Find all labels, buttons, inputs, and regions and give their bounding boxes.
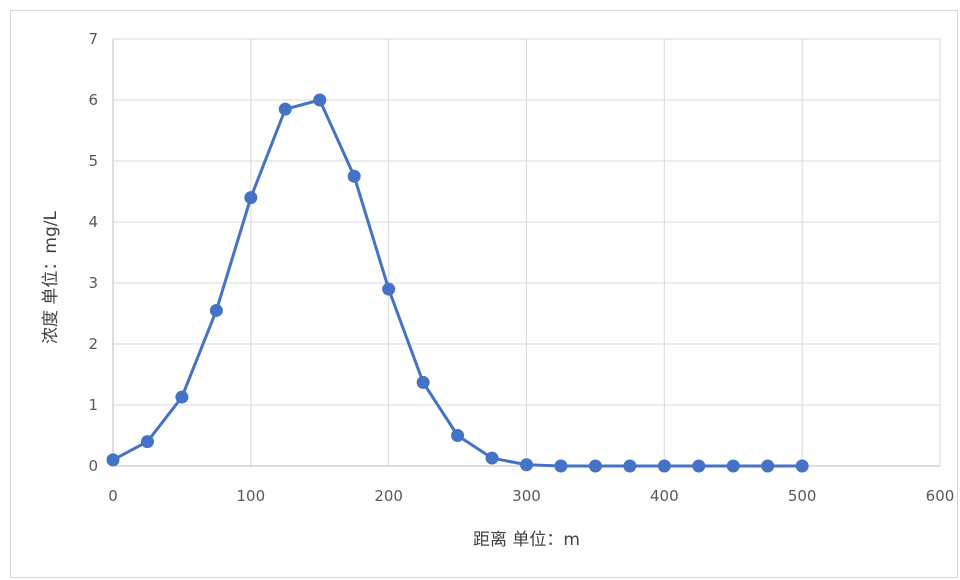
data-point-15	[623, 459, 637, 473]
data-point-11	[485, 451, 499, 465]
chart-frame	[10, 10, 958, 578]
y-tick-label-7: 7	[88, 30, 98, 48]
data-point-7	[347, 169, 361, 183]
data-point-9	[416, 375, 430, 389]
y-tick-label-1: 1	[88, 396, 98, 414]
x-tick-label-1: 100	[237, 487, 266, 505]
y-tick-labels: 0 1 2 3 4 5 6 7	[88, 30, 98, 475]
data-point-16	[657, 459, 671, 473]
y-tick-label-5: 5	[88, 152, 98, 170]
data-point-2	[175, 390, 189, 404]
data-point-5	[278, 102, 292, 116]
x-tick-label-3: 300	[512, 487, 541, 505]
data-point-13	[554, 459, 568, 473]
x-tick-label-4: 400	[650, 487, 679, 505]
data-point-1	[140, 435, 154, 449]
data-point-20	[795, 459, 809, 473]
x-tick-label-5: 500	[788, 487, 817, 505]
x-tick-label-2: 200	[374, 487, 403, 505]
y-tick-label-6: 6	[88, 91, 98, 109]
y-tick-label-4: 4	[88, 213, 98, 231]
data-point-10	[451, 429, 465, 442]
data-point-14	[588, 459, 602, 473]
y-axis-title: 浓度 单位：mg/L	[41, 211, 61, 344]
y-tick-label-0: 0	[88, 457, 98, 475]
data-point-19	[761, 459, 775, 473]
series-group	[106, 93, 809, 473]
x-tick-labels: 0 100 200 300 400 500 600	[108, 487, 954, 505]
data-point-3	[209, 303, 223, 317]
x-axis-title: 距离 单位：m	[473, 530, 580, 550]
data-point-8	[382, 282, 396, 296]
x-tick-label-0: 0	[108, 487, 118, 505]
data-point-4	[244, 191, 258, 205]
data-point-0	[106, 453, 120, 467]
data-point-18	[726, 459, 740, 473]
gridlines	[113, 38, 941, 466]
y-tick-label-3: 3	[88, 274, 98, 292]
data-point-17	[692, 459, 706, 473]
data-point-12	[520, 458, 533, 472]
x-tick-label-6: 600	[926, 487, 955, 505]
y-tick-label-2: 2	[88, 335, 98, 353]
data-point-6	[313, 93, 327, 107]
